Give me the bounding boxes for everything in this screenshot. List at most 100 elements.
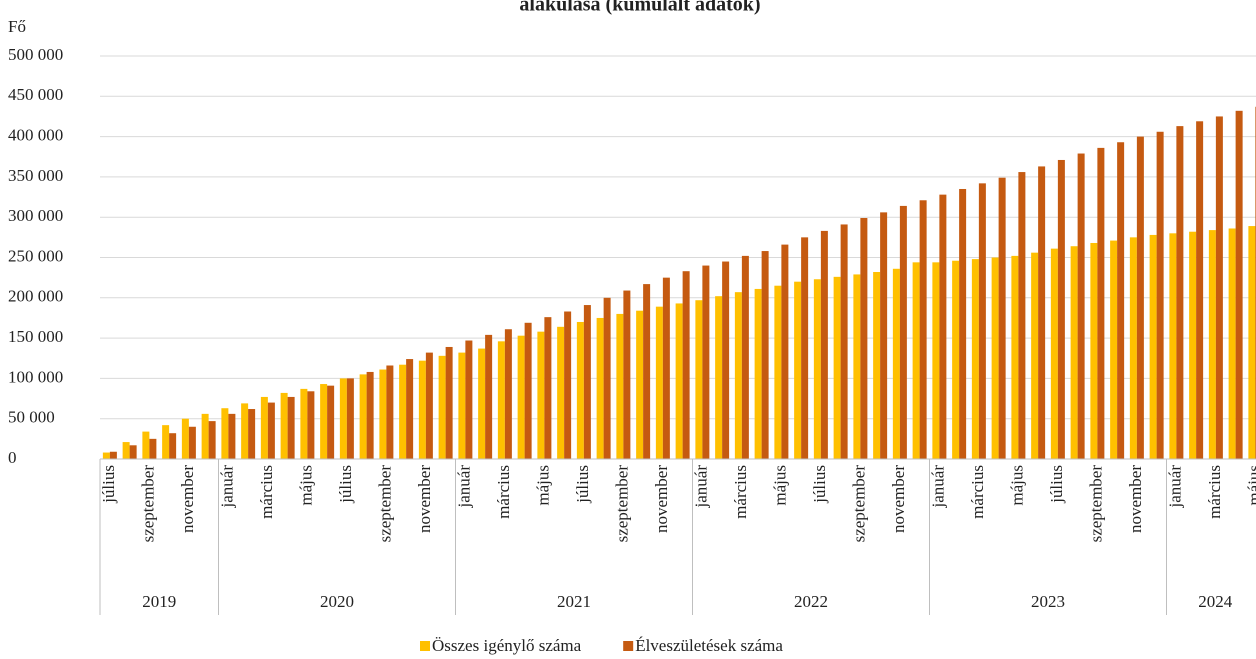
bar [1077,153,1085,459]
bar [971,259,979,459]
bar [188,426,196,459]
bar [833,276,841,459]
x-tick-label: március [257,465,276,519]
y-tick-label: 400 000 [8,126,63,145]
x-tick-label: július [810,465,829,504]
bar [1215,116,1223,459]
bar [287,396,295,459]
y-tick-label: 50 000 [8,408,55,427]
x-tick-label: szeptember [138,465,157,543]
bar [952,260,960,459]
bar [939,194,947,459]
x-tick-label: március [731,465,750,519]
x-tick-label: november [178,465,197,533]
bar [201,413,209,459]
bar [912,262,920,459]
bar [122,442,130,459]
bar [504,329,512,459]
bar [386,365,394,459]
x-tick-label: január [454,465,473,509]
bar [320,384,328,459]
x-tick-label: november [652,465,671,533]
bar [1176,126,1184,459]
bar [636,310,644,459]
x-tick-label: november [889,465,908,533]
bar [596,317,604,459]
x-tick-label: január [691,465,710,509]
bar [682,271,690,459]
bar [564,311,572,459]
y-tick-label: 0 [8,448,17,467]
bar [1038,166,1046,459]
bar [359,374,367,459]
bar [1189,231,1197,459]
bar [458,352,466,459]
group-label: 2020 [320,592,354,611]
bar [1097,147,1105,459]
bar [1117,142,1125,459]
bar [702,265,710,459]
x-tick-label: május [533,465,552,506]
bar [517,335,525,459]
bar [379,369,387,459]
legend-swatch [420,641,430,651]
bar [366,371,374,459]
y-tick-label: 350 000 [8,166,63,185]
bar [1208,230,1216,459]
bar [327,385,335,459]
bar [1011,255,1019,459]
x-tick-label: január [928,465,947,509]
bar [754,288,762,459]
bar [307,391,315,459]
bar [1136,136,1144,459]
bar [260,396,268,459]
bar [761,251,769,459]
bar [959,188,967,460]
bar [478,348,486,459]
x-tick-label: március [968,465,987,519]
bar [465,340,473,459]
bar [228,413,236,459]
bar [438,355,446,459]
x-tick-label: március [494,465,513,519]
bar [880,212,888,459]
legend-label: Összes igénylő száma [432,636,582,655]
bar [583,305,591,459]
group-label: 2024 [1198,592,1233,611]
bar [1070,246,1078,459]
bar [445,346,453,459]
group-label: 2023 [1031,592,1065,611]
x-tick-label: január [1165,465,1184,509]
y-tick-label: 500 000 [8,45,63,64]
bar [267,402,275,459]
bar [181,418,189,459]
bar [1235,110,1243,460]
bar [662,277,670,459]
bar [781,244,789,459]
bar [208,421,216,459]
bar [169,433,177,459]
bar [1156,131,1164,460]
bar [715,296,723,459]
chart-title: alakulása (kumulált adatok) [519,0,760,16]
bar [991,257,999,459]
bar [248,409,256,459]
bar [1248,226,1256,459]
x-tick-label: július [573,465,592,504]
y-tick-label: 100 000 [8,367,63,386]
bar [860,218,868,459]
bar [221,408,229,459]
bar [643,284,651,459]
group-label: 2021 [557,592,591,611]
bar [524,322,532,459]
bar [722,261,730,459]
bar [1110,240,1118,459]
group-label: 2022 [794,592,828,611]
bar [102,452,110,459]
x-tick-label: március [1205,465,1224,519]
bar [1057,159,1065,459]
bar [1149,234,1157,459]
bar [695,300,703,459]
legend-swatch [623,641,634,651]
bar [853,274,861,459]
